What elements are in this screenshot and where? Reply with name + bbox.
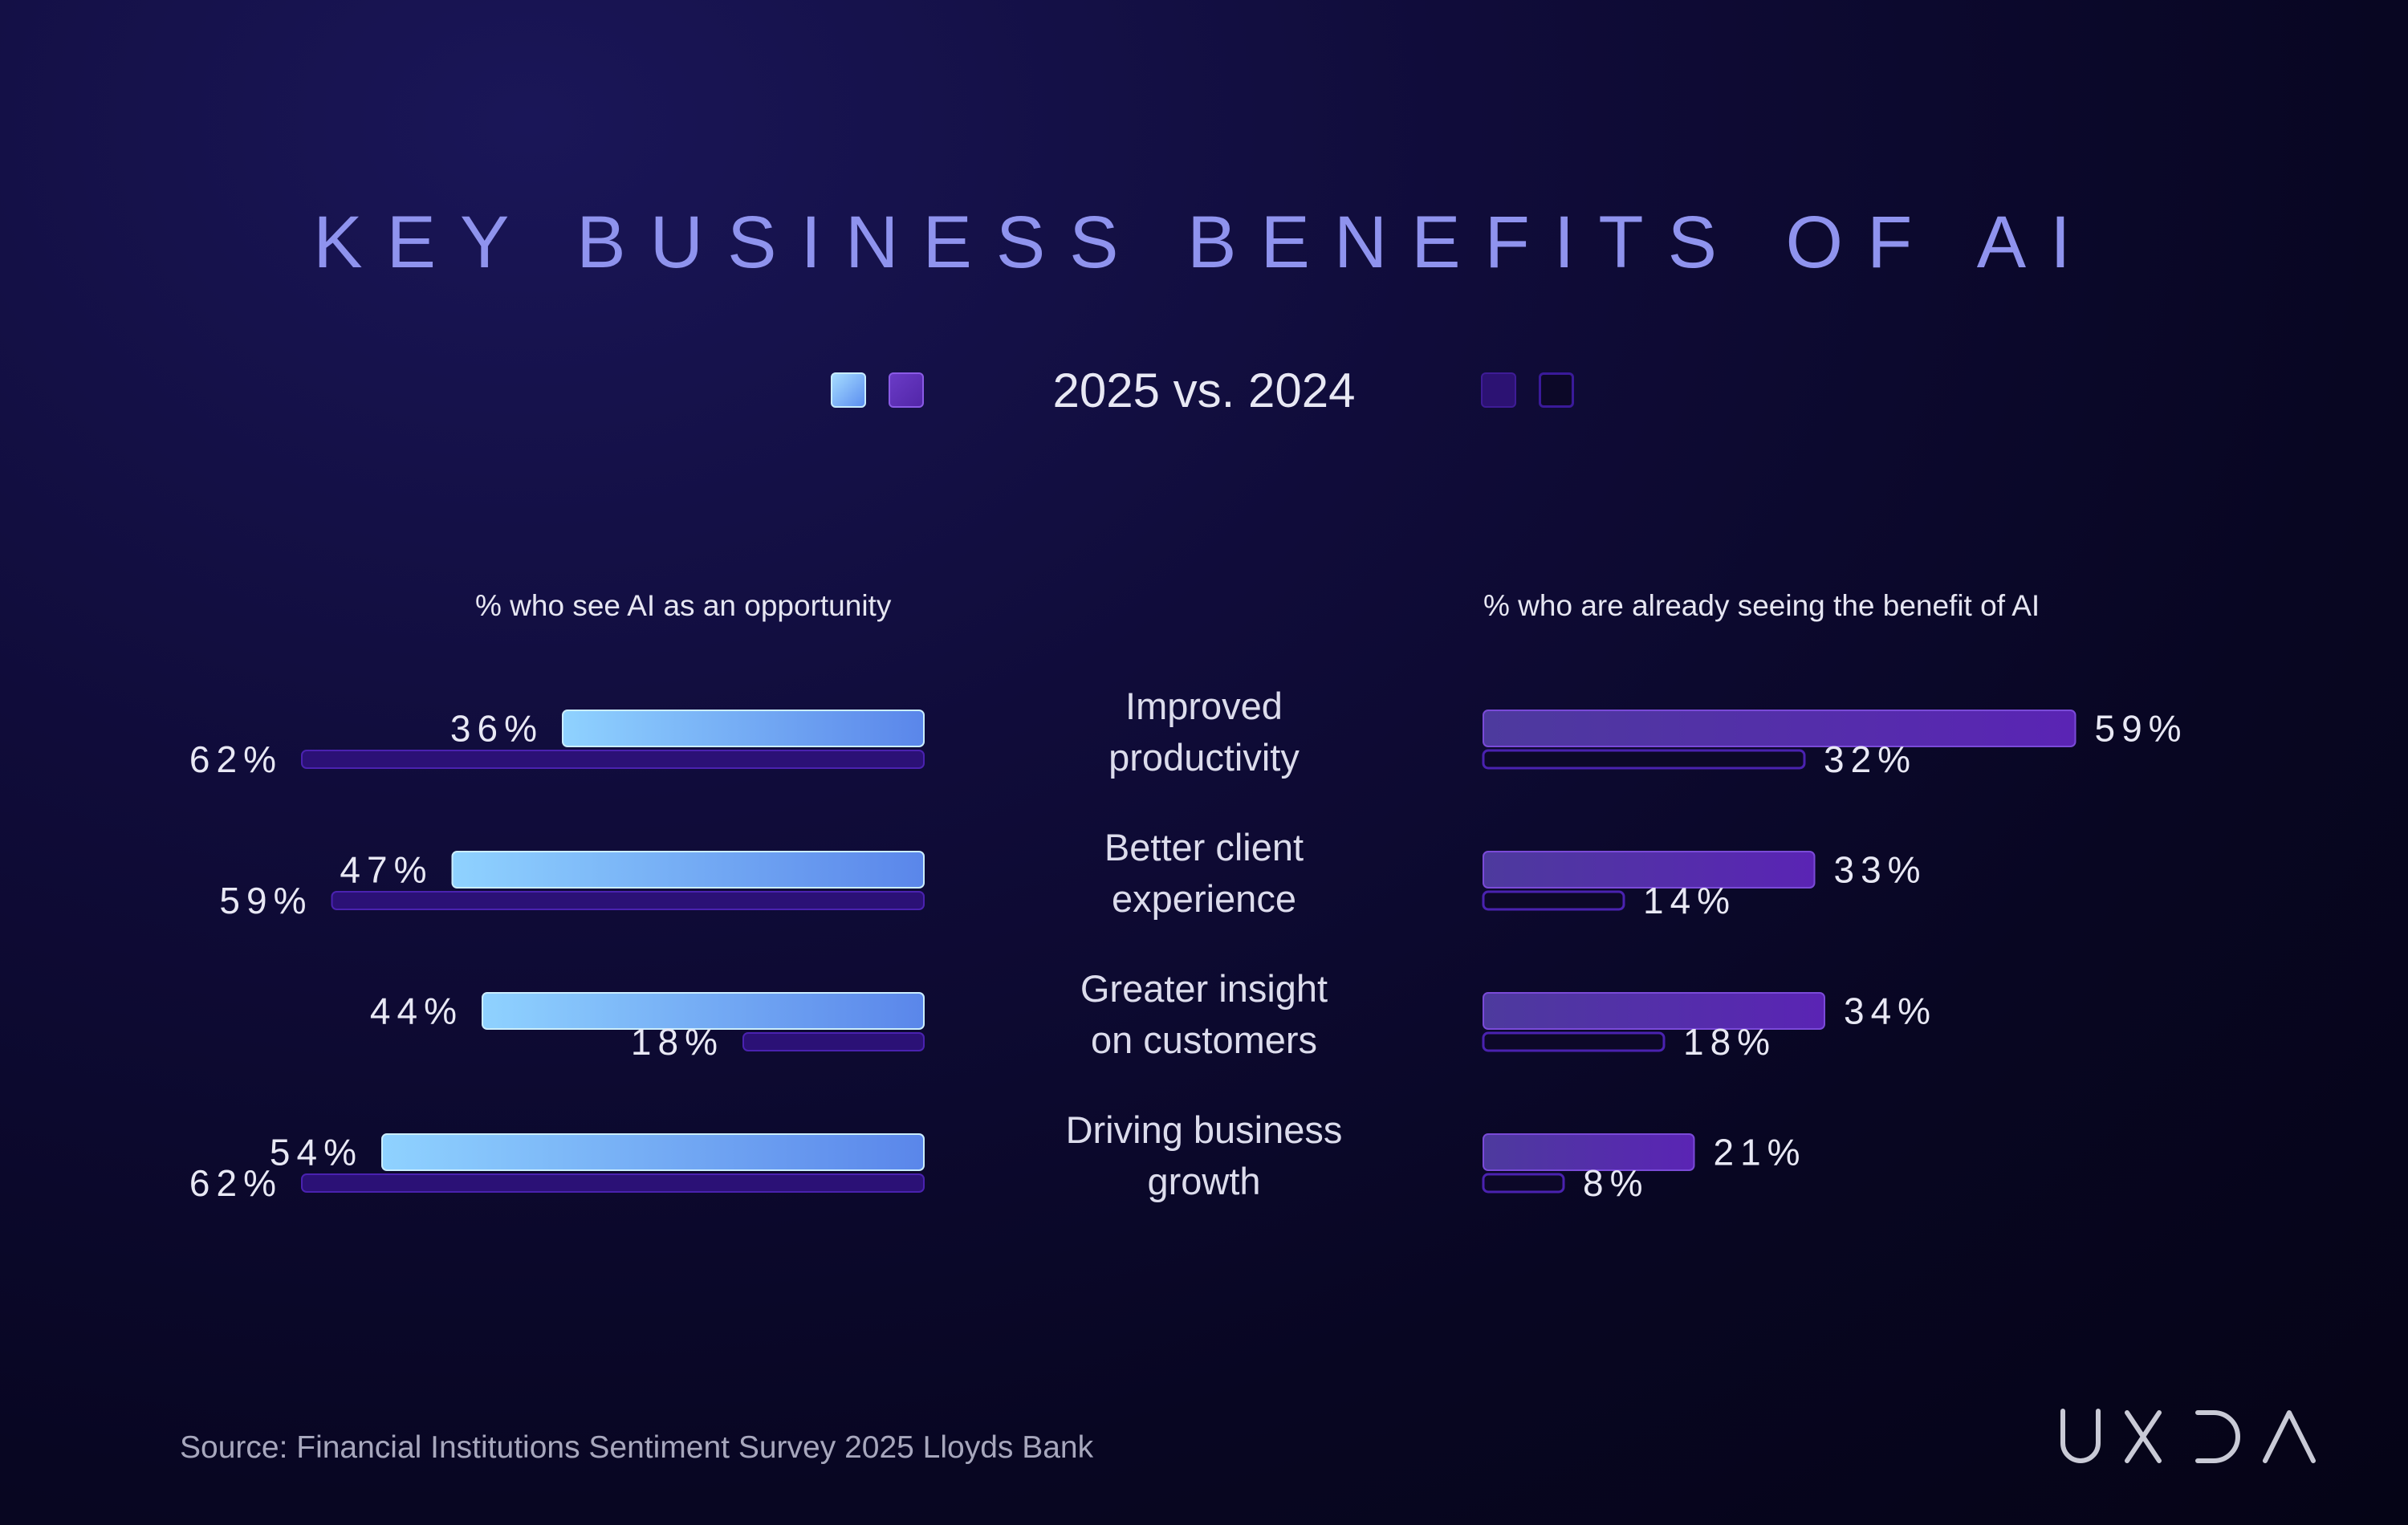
benefit-bar-2025-client-experience [1483, 851, 1816, 889]
opportunity-value-2025-productivity: 36% [450, 708, 543, 750]
benefit-value-2024-business-growth: 8% [1583, 1162, 1649, 1204]
benefit-panel-title: % who are already seeing the benefit of … [1483, 589, 2040, 622]
benefit-bar-2024-business-growth [1482, 1173, 1565, 1194]
benefit-bar-2024-customer-insight [1482, 1031, 1666, 1052]
benefit-value-2025-client-experience: 33% [1834, 849, 1927, 891]
category-label-business-growth: Driving business growth [1065, 1108, 1343, 1202]
legend-swatch-opportunity-2024 [1481, 372, 1516, 408]
category-label-productivity: Improved productivity [1108, 685, 1300, 779]
opportunity-bar-2024-productivity [301, 750, 925, 769]
benefit-bar-2024-productivity [1482, 749, 1806, 770]
opportunity-value-2025-business-growth: 54% [270, 1132, 363, 1173]
opportunity-bar-2024-business-growth [301, 1173, 925, 1193]
opportunity-value-2025-customer-insight: 44% [370, 990, 463, 1032]
opportunity-bar-2025-client-experience [451, 851, 925, 889]
legend-swatch-opportunity-2025 [831, 372, 866, 408]
benefit-value-2024-productivity: 32% [1824, 738, 1917, 780]
opportunity-bar-2025-business-growth [381, 1133, 925, 1171]
legend-swatch-benefit-2024 [1539, 372, 1574, 408]
opportunity-value-2024-productivity: 62% [189, 738, 283, 780]
source-note: Source: Financial Institutions Sentiment… [180, 1430, 1094, 1465]
opportunity-value-2024-client-experience: 59% [219, 880, 312, 921]
benefit-value-2025-productivity: 59% [2095, 708, 2188, 750]
uxda-logo [2060, 1409, 2316, 1463]
chart-subtitle: 2025 vs. 2024 [1052, 364, 1356, 417]
opportunity-value-2024-business-growth: 62% [189, 1162, 283, 1204]
category-label-client-experience: Better client experience [1104, 826, 1304, 920]
category-label-customer-insight: Greater insight on customers [1080, 967, 1328, 1061]
legend-swatch-benefit-2025 [889, 372, 924, 408]
opportunity-value-2024-customer-insight: 18% [631, 1021, 724, 1063]
benefit-bar-2025-customer-insight [1483, 992, 1825, 1030]
benefit-value-2024-client-experience: 14% [1643, 880, 1736, 921]
chart-title: KEY BUSINESS BENEFITS OF AI [313, 201, 2095, 283]
opportunity-bar-2025-productivity [562, 710, 925, 747]
benefit-value-2024-customer-insight: 18% [1683, 1021, 1776, 1063]
opportunity-bar-2024-client-experience [331, 891, 925, 910]
benefit-bar-2025-productivity [1483, 710, 2076, 747]
opportunity-panel-title: % who see AI as an opportunity [475, 589, 892, 622]
opportunity-bar-2025-customer-insight [482, 992, 925, 1030]
opportunity-value-2025-client-experience: 47% [340, 849, 433, 891]
benefit-value-2025-customer-insight: 34% [1844, 990, 1937, 1032]
benefit-value-2025-business-growth: 21% [1714, 1132, 1807, 1173]
benefit-bar-2024-client-experience [1482, 890, 1625, 911]
benefit-bar-2025-business-growth [1483, 1133, 1695, 1171]
opportunity-bar-2024-customer-insight [742, 1032, 925, 1051]
